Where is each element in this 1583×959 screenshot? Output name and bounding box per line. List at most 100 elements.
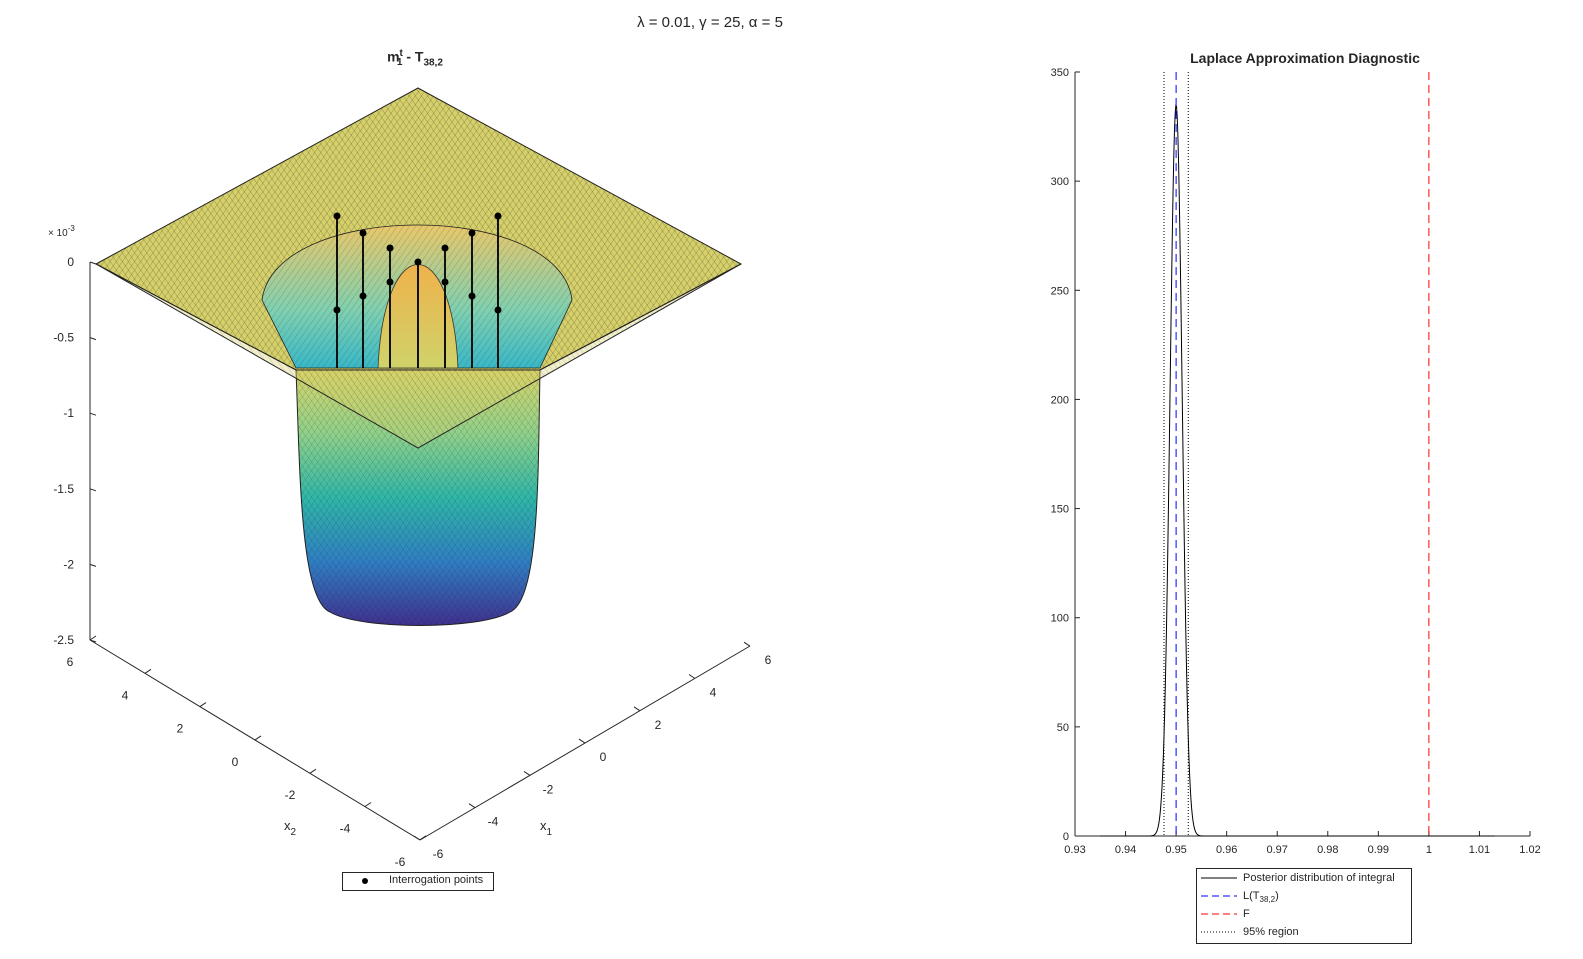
x1-tick-label: 4 [710,686,717,700]
z-tick [89,639,97,643]
y-tick-label: 350 [1051,67,1069,79]
x2-tick [254,735,262,741]
interrogation-point [494,306,502,314]
legend-label: L(T38,2) [1243,890,1279,905]
interrogation-point [441,278,449,286]
x2-axis-label: x2 [284,818,297,838]
x1-tick [468,803,476,809]
interrogation-point [468,292,476,300]
y-tick-label: 100 [1051,613,1069,625]
x2-tick-label: -4 [340,822,351,836]
y-tick-label: 50 [1057,722,1069,734]
x2-tick-label: 4 [122,688,129,702]
interrogation-point [333,306,341,314]
legend-label: 95% region [1243,926,1299,938]
interrogation-point [333,212,341,220]
interrogation-point [386,244,394,252]
title-sup: t [399,48,403,59]
x1-tick [413,835,421,841]
z-tick [89,412,97,416]
title-sub: 1 [396,57,403,69]
x1-tick [633,706,641,712]
y-tick-label: 300 [1051,176,1069,188]
x1-tick [523,770,531,776]
x2-tick-label: 0 [232,755,239,769]
x1-tick-label: -4 [488,815,499,829]
z-tick-label: 0 [67,255,74,269]
x2-tick [199,702,207,708]
x-tick-label: 0.93 [1064,844,1085,856]
interrogation-point-marker-icon [362,878,368,884]
interrogation-points [333,212,502,368]
x-tick-label: 0.95 [1165,844,1186,856]
legend-line-icon [1201,895,1237,897]
interrogation-point [359,229,367,237]
z-axis-ticks: 0 -0.5 -1 -1.5 -2 -2.5 [53,255,97,647]
title-rest-sub: 38,2 [423,57,443,69]
interrogation-point [414,258,422,266]
z-tick-label: -1 [63,406,74,420]
z-tick-label: -0.5 [53,331,74,345]
chart-legend: Posterior distribution of integral L(T38,… [1196,868,1412,944]
posterior-curve [1100,103,1495,837]
x1-tick [743,641,751,647]
x1-tick-label: -6 [433,847,444,861]
x2-tick-label: -6 [395,855,406,869]
x-tick-label: 1 [1426,844,1432,856]
z-tick-label: -2 [63,557,74,571]
x-tick-label: 1.02 [1519,844,1540,856]
x1-tick-label: 6 [765,653,772,667]
interrogation-point [468,229,476,237]
chart-title: Laplace Approximation Diagnostic [1190,50,1420,66]
z-tick-label: -1.5 [53,482,74,496]
x-tick-label: 0.99 [1368,844,1389,856]
interrogation-point [494,212,502,220]
x1-tick-label: -2 [543,782,554,796]
legend-line-icon [1201,931,1237,933]
y-tick-label: 150 [1051,504,1069,516]
title-m: m [387,48,400,65]
x2-tick-label: 6 [67,655,74,669]
x2-tick-label: 2 [177,722,184,736]
surface-legend: Interrogation points [342,872,494,891]
interrogation-point [441,244,449,252]
surface-plot: 0 -0.5 -1 -1.5 -2 -2.5 × 10-3 6 4 2 0 -2 -4 -6 -6 -4… [48,87,772,869]
x2-tick [144,668,152,674]
legend-line-icon [1201,913,1237,915]
x2-axis-ticks: 6 4 2 0 -2 -4 -6 [67,635,427,869]
x1-tick [578,738,586,744]
figure-suptitle: λ = 0.01, γ = 25, α = 5 [637,14,783,31]
x2-tick [419,835,427,841]
x2-tick [364,802,372,807]
x2-tick-label: -2 [285,788,296,802]
surface-legend-label: Interrogation points [389,874,484,886]
title-rest: - T [402,48,424,65]
z-exponent: × 10-3 [48,224,75,239]
z-tick [89,563,97,567]
y-tick-label: 200 [1051,394,1069,406]
legend-label: Posterior distribution of integral [1243,872,1395,884]
y-tick-label: 250 [1051,285,1069,297]
interrogation-point [386,278,394,286]
x-tick-label: 1.01 [1469,844,1490,856]
x-tick-label: 0.97 [1267,844,1288,856]
x1-tick [688,674,696,679]
x2-tick [89,635,97,641]
x1-axis-label: x1 [540,818,553,838]
surface-plot-title: mt1 - T38,2 [330,48,500,68]
x-tick-label: 0.96 [1216,844,1237,856]
x1-tick-label: 2 [655,718,662,732]
x1-axis-ticks: -6 -4 -2 0 2 4 6 [413,641,772,861]
x1-tick-label: 0 [600,750,607,764]
z-tick-label: -2.5 [53,633,74,647]
z-tick [89,337,97,341]
legend-line-icon [1201,877,1237,879]
z-tick [89,261,97,265]
interrogation-point [359,292,367,300]
x2-tick [309,768,317,774]
legend-label: F [1243,908,1250,920]
x-tick-label: 0.98 [1317,844,1338,856]
y-tick-label: 0 [1063,831,1069,843]
z-tick [89,488,97,492]
x-tick-label: 0.94 [1115,844,1136,856]
